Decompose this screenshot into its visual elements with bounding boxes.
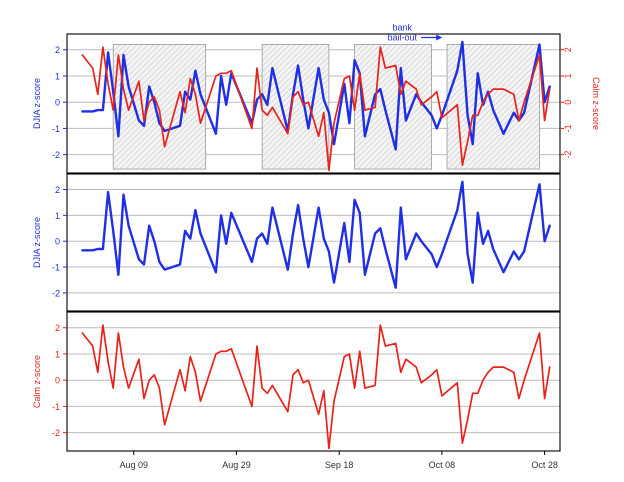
y-axis-label-left-middle: DJIA z-score [32,217,42,268]
ytick-label-left-bottom-1: -1 [52,402,60,412]
shaded-period-3 [354,44,433,170]
ytick-label-left-top-3: 1 [55,71,60,81]
panel-frame-middle [66,173,561,312]
ytick-label-left-bottom-0: -2 [52,428,60,438]
ytick-label-left-top-0: -2 [52,150,60,160]
series-group-middle [81,180,551,289]
series-group-bottom [81,324,551,450]
ytick-label-left-middle-4: 2 [55,185,60,195]
panel-middle: -2 -1 0 1 2 DJIA z-score [32,173,561,312]
xtick-label-0: Aug 09 [119,460,148,470]
ytick-label-right-top-2: 0 [563,100,573,105]
ytick-label-left-middle-3: 1 [55,211,60,221]
xtick-label-4: Oct 28 [531,460,558,470]
y-axis-label-left-bottom: Calm z-score [32,355,42,408]
y-axis-label-left-top: DJIA z-score [32,78,42,129]
ytick-label-left-bottom-4: 2 [55,323,60,333]
ytick-label-left-top-1: -1 [52,124,60,134]
panel-bottom: -2 -1 0 1 2 Calm z-score [32,311,561,452]
ytick-label-left-middle-2: 0 [55,237,60,247]
y-axis-label-right-top: Calm z-score [591,77,601,130]
ytick-label-right-top-3: 1 [563,73,573,78]
xtick-label-1: Aug 29 [222,460,251,470]
panel-frame-top [66,33,561,174]
panel-top: -2 -2 -1 -1 0 0 1 1 2 2 DJIA z-score Calm z-score ba… [32,22,601,174]
series-line-djia-middle [81,180,551,289]
ytick-label-right-top-1: -1 [563,124,573,132]
annotation-line2-0: bail-out [387,32,417,42]
ytick-label-left-middle-1: -1 [52,263,60,273]
annotation-arrow-head-0 [436,34,443,41]
panel-frame-bottom [66,311,561,452]
annotation-line1-0: bank [392,22,412,32]
series-line-calm-bottom [81,324,551,450]
ytick-label-left-bottom-2: 0 [55,376,60,386]
ytick-label-left-top-4: 2 [55,45,60,55]
xtick-label-3: Oct 08 [429,460,456,470]
ytick-label-right-top-0: -2 [563,151,573,159]
ytick-label-right-top-4: 2 [563,47,573,52]
ytick-label-left-middle-0: -2 [52,288,60,298]
ytick-label-left-top-2: 0 [55,98,60,108]
xtick-label-2: Sep 18 [325,460,354,470]
series-line-calm-top [81,46,551,172]
ytick-label-left-bottom-3: 1 [55,349,60,359]
series-line-djia-top [81,40,551,151]
series-group-top [81,40,551,172]
